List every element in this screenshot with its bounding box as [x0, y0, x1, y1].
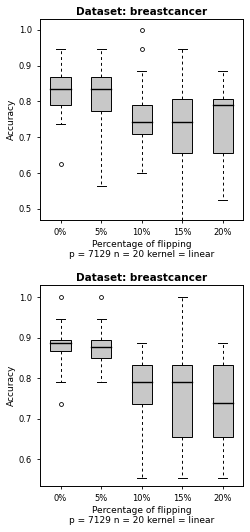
Bar	[91, 340, 111, 358]
X-axis label: Percentage of flipping
p = 7129 n = 20 kernel = linear: Percentage of flipping p = 7129 n = 20 k…	[69, 505, 214, 525]
Bar	[91, 77, 111, 111]
Bar	[50, 340, 71, 351]
Bar	[132, 365, 152, 404]
Bar	[172, 99, 192, 153]
X-axis label: Percentage of flipping
p = 7129 n = 20 kernel = linear: Percentage of flipping p = 7129 n = 20 k…	[69, 239, 214, 259]
Title: Dataset: breastcancer: Dataset: breastcancer	[76, 273, 207, 283]
Bar	[213, 99, 233, 153]
Y-axis label: Accuracy: Accuracy	[7, 98, 16, 140]
Bar	[50, 77, 71, 105]
Bar	[132, 105, 152, 134]
Bar	[213, 365, 233, 437]
Bar	[172, 365, 192, 437]
Title: Dataset: breastcancer: Dataset: breastcancer	[76, 7, 207, 17]
Y-axis label: Accuracy: Accuracy	[7, 364, 16, 406]
